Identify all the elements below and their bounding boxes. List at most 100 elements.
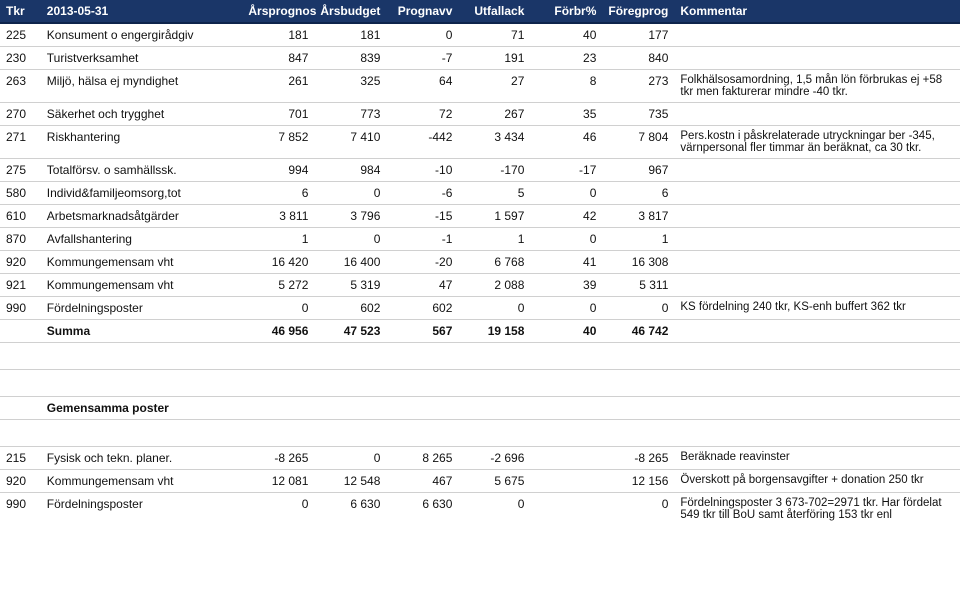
cell-value: -442 (386, 126, 458, 159)
cell-value: 42 (530, 205, 602, 228)
cell-value: 27 (458, 70, 530, 103)
cell-value: 12 548 (314, 470, 386, 493)
cell-value: 0 (314, 447, 386, 470)
cell-id: 920 (0, 470, 41, 493)
cell-value: 16 308 (602, 251, 674, 274)
cell-value (386, 397, 458, 420)
cell-name: Summa (41, 320, 243, 343)
cell-comment (674, 228, 960, 251)
cell-value: 6 (242, 182, 314, 205)
cell-value: 602 (314, 297, 386, 320)
table-row (0, 420, 960, 447)
cell-value: 12 156 (602, 470, 674, 493)
cell-name: Säkerhet och trygghet (41, 103, 243, 126)
cell-comment: Pers.kostn i påskrelaterade utryckningar… (674, 126, 960, 159)
cell-value: 0 (530, 228, 602, 251)
cell-value: 984 (314, 159, 386, 182)
cell-value (314, 397, 386, 420)
cell-value: 994 (242, 159, 314, 182)
cell-name: Arbetsmarknadsåtgärder (41, 205, 243, 228)
cell-value: 6 630 (386, 493, 458, 526)
cell-comment (674, 103, 960, 126)
cell-id: 263 (0, 70, 41, 103)
col-tkr: Tkr (0, 0, 41, 23)
cell-value: -15 (386, 205, 458, 228)
cell-name: Miljö, hälsa ej myndighet (41, 70, 243, 103)
cell-value: 40 (530, 23, 602, 47)
cell-value: -8 265 (242, 447, 314, 470)
cell-id: 270 (0, 103, 41, 126)
cell-name: Gemensamma poster (41, 397, 243, 420)
cell-value: 46 742 (602, 320, 674, 343)
cell-value: 5 (458, 182, 530, 205)
cell-id: 271 (0, 126, 41, 159)
table-row: 580Individ&familjeomsorg,tot60-6506 (0, 182, 960, 205)
cell-value: 7 804 (602, 126, 674, 159)
cell-value (242, 397, 314, 420)
table-row: 990Fördelningsposter0602602000KS fördeln… (0, 297, 960, 320)
cell-value: 0 (602, 297, 674, 320)
cell-value: 773 (314, 103, 386, 126)
cell-value: 71 (458, 23, 530, 47)
table-row: 920Kommungemensam vht12 08112 5484675 67… (0, 470, 960, 493)
cell-value: 46 956 (242, 320, 314, 343)
cell-value: 0 (458, 297, 530, 320)
cell-value: 181 (242, 23, 314, 47)
table-row (0, 343, 960, 370)
cell-value: 23 (530, 47, 602, 70)
cell-value: 602 (386, 297, 458, 320)
cell-value: 40 (530, 320, 602, 343)
cell-id: 215 (0, 447, 41, 470)
cell-value: 16 420 (242, 251, 314, 274)
cell-value: 735 (602, 103, 674, 126)
cell-id: 990 (0, 297, 41, 320)
cell-comment (674, 182, 960, 205)
cell-comment: Beräknade reavinster (674, 447, 960, 470)
cell-value: 0 (242, 297, 314, 320)
cell-name: Konsument o engergirådgiv (41, 23, 243, 47)
cell-value: 0 (602, 493, 674, 526)
cell-value (530, 493, 602, 526)
cell-value: 839 (314, 47, 386, 70)
cell-name: Kommungemensam vht (41, 470, 243, 493)
cell-name: Kommungemensam vht (41, 251, 243, 274)
cell-comment: Överskott på borgensavgifter + donation … (674, 470, 960, 493)
cell-value: -8 265 (602, 447, 674, 470)
cell-id (0, 397, 41, 420)
cell-value: 7 410 (314, 126, 386, 159)
table-row (0, 370, 960, 397)
cell-value: 3 434 (458, 126, 530, 159)
cell-comment (674, 47, 960, 70)
cell-value: 1 (602, 228, 674, 251)
cell-value: 19 158 (458, 320, 530, 343)
table-row: 215Fysisk och tekn. planer.-8 26508 265-… (0, 447, 960, 470)
col-date: 2013-05-31 (41, 0, 243, 23)
cell-value: 47 523 (314, 320, 386, 343)
table-row: 225Konsument o engergirådgiv181181071401… (0, 23, 960, 47)
table-row: 275Totalförsv. o samhällssk.994984-10-17… (0, 159, 960, 182)
cell-comment (674, 397, 960, 420)
cell-value: 0 (458, 493, 530, 526)
cell-value: 47 (386, 274, 458, 297)
cell-value: 181 (314, 23, 386, 47)
table-row: 920Kommungemensam vht16 42016 400-206 76… (0, 251, 960, 274)
cell-value: 0 (386, 23, 458, 47)
cell-value: 567 (386, 320, 458, 343)
cell-comment: KS fördelning 240 tkr, KS-enh buffert 36… (674, 297, 960, 320)
cell-value: -2 696 (458, 447, 530, 470)
cell-value: 3 817 (602, 205, 674, 228)
cell-value: 0 (314, 182, 386, 205)
cell-value: 701 (242, 103, 314, 126)
cell-value: -17 (530, 159, 602, 182)
cell-value: 72 (386, 103, 458, 126)
col-prognavv: Prognavv (386, 0, 458, 23)
budget-table: Tkr 2013-05-31 Årsprognos Årsbudget Prog… (0, 0, 960, 525)
cell-value: 12 081 (242, 470, 314, 493)
table-row: 610Arbetsmarknadsåtgärder3 8113 796-151 … (0, 205, 960, 228)
cell-value: 967 (602, 159, 674, 182)
cell-value: 840 (602, 47, 674, 70)
cell-value: 2 088 (458, 274, 530, 297)
table-row: 990Fördelningsposter06 6306 63000Fördeln… (0, 493, 960, 526)
cell-comment (674, 320, 960, 343)
cell-value: 8 265 (386, 447, 458, 470)
